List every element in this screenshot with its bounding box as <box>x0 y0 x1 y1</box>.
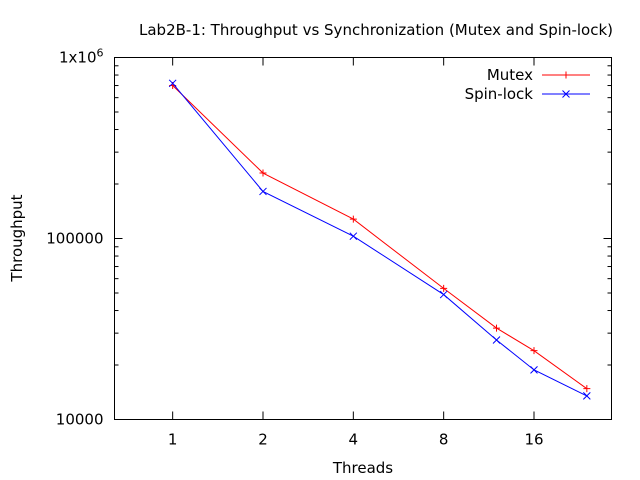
y-axis: 10000 100000 1x106 <box>46 47 612 429</box>
y-tick-label: 100000 <box>46 230 103 248</box>
series-line <box>172 85 588 390</box>
data-point <box>349 215 357 223</box>
x-tick-label: 2 <box>258 431 268 449</box>
data-point <box>493 324 501 332</box>
series-layer <box>168 79 591 400</box>
data-point <box>440 284 448 292</box>
data-point <box>168 79 177 88</box>
data-point <box>562 90 570 98</box>
data-point <box>349 232 358 241</box>
x-tick-label: 16 <box>524 431 543 449</box>
legend-label: Spin-lock <box>465 85 534 103</box>
y-axis-label: Throughput <box>8 194 26 282</box>
plot-frame <box>114 57 612 420</box>
data-point <box>583 385 591 393</box>
data-point <box>259 169 267 177</box>
series-spin-lock <box>168 79 591 400</box>
x-axis: 1 2 4 8 16 <box>168 57 544 449</box>
data-point <box>582 392 591 400</box>
x-axis-label: Threads <box>332 459 393 477</box>
x-tick-label: 8 <box>439 431 449 449</box>
series-mutex <box>169 82 591 393</box>
data-point <box>492 336 501 344</box>
data-point <box>439 290 448 299</box>
y-tick-label: 1x106 <box>59 47 104 67</box>
data-point <box>530 366 538 374</box>
x-tick-label: 1 <box>168 431 178 449</box>
data-point <box>562 71 570 79</box>
data-point <box>259 187 267 196</box>
y-tick-label: 10000 <box>56 411 104 429</box>
legend-label: Mutex <box>487 66 533 84</box>
x-tick-label: 4 <box>349 431 359 449</box>
chart-title: Lab2B-1: Throughput vs Synchronization (… <box>139 21 613 39</box>
data-point <box>530 347 538 355</box>
